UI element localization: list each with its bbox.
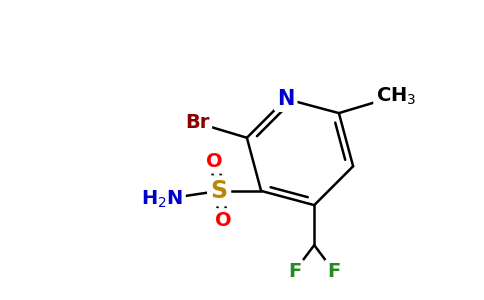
Text: CH$_3$: CH$_3$ <box>376 85 417 106</box>
Text: F: F <box>288 262 301 281</box>
Text: N: N <box>277 89 294 109</box>
Text: F: F <box>327 262 341 281</box>
Text: Br: Br <box>185 113 209 132</box>
Text: O: O <box>206 152 223 171</box>
Text: O: O <box>215 211 232 230</box>
Text: S: S <box>211 179 227 203</box>
Text: H$_2$N: H$_2$N <box>141 189 183 210</box>
